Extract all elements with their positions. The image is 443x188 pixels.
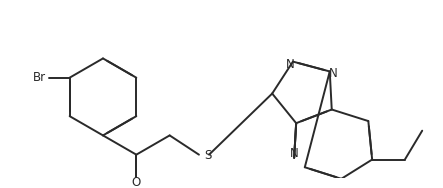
Text: N: N [286, 58, 294, 70]
Text: S: S [204, 149, 211, 162]
Text: N: N [290, 147, 299, 160]
Text: O: O [132, 176, 141, 188]
Text: Br: Br [33, 71, 47, 84]
Text: N: N [328, 67, 337, 80]
